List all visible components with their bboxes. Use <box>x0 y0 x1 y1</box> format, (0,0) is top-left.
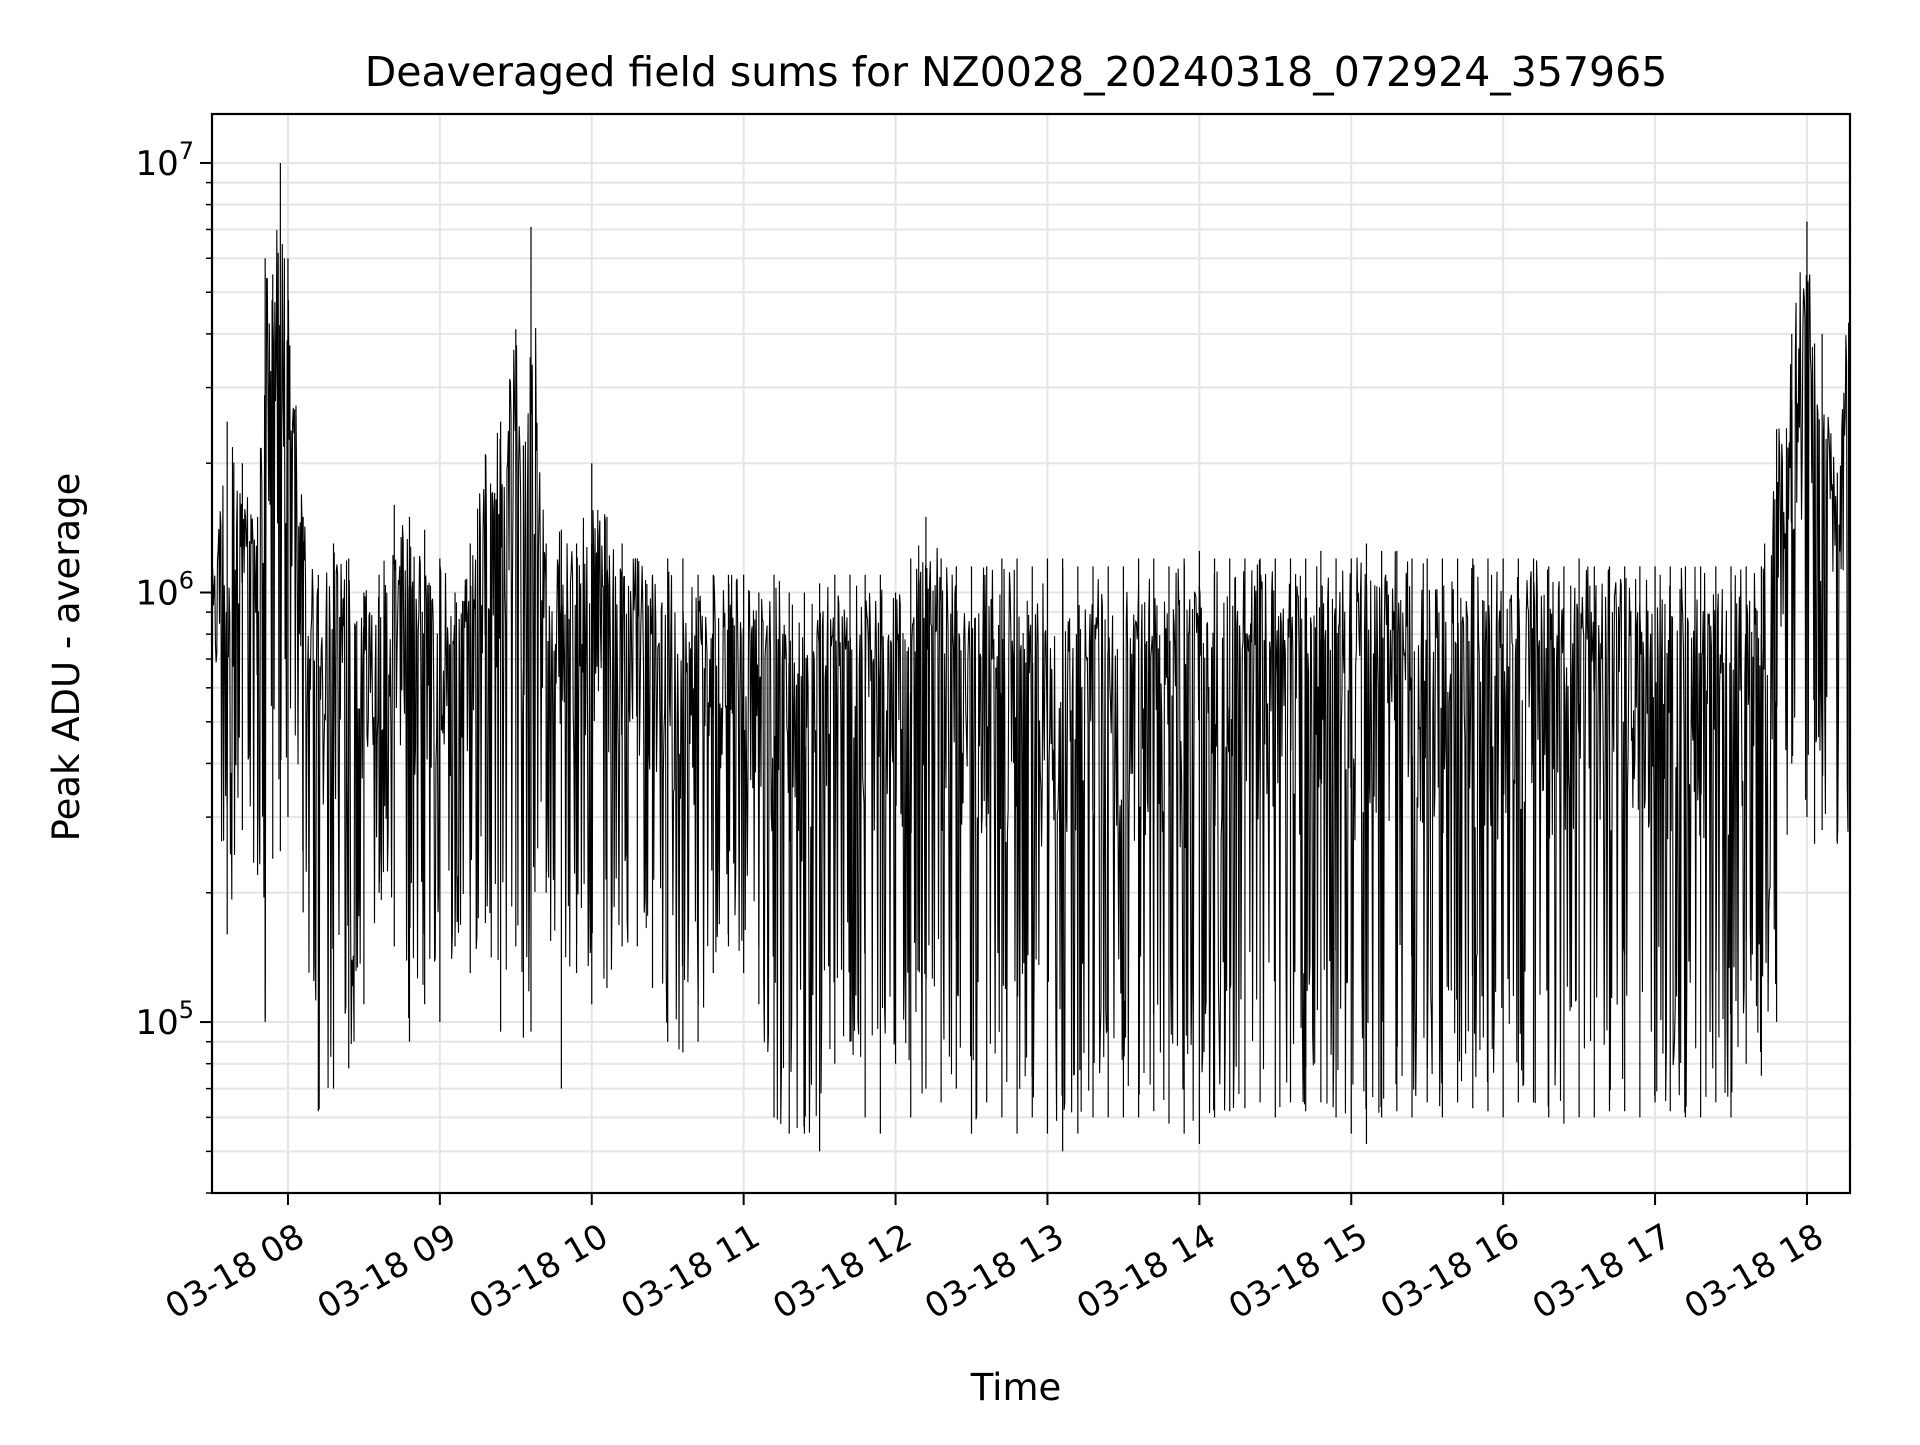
plot-frame <box>210 112 1852 1195</box>
plot-area <box>211 162 1851 1152</box>
y-tick-label: 106 <box>135 567 194 614</box>
x-axis-label: Time <box>970 1366 1062 1409</box>
y-axis-label: Peak ADU - average <box>45 473 88 842</box>
chart-title: Deaveraged field sums for NZ0028_2024031… <box>365 48 1668 96</box>
